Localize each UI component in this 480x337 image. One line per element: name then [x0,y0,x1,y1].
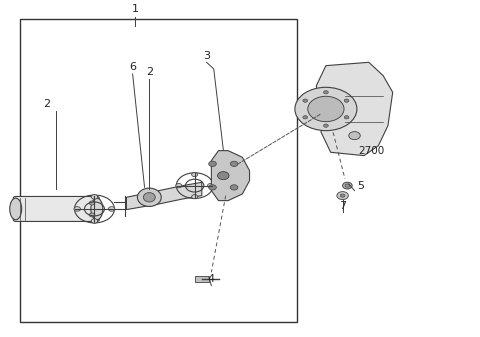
Circle shape [108,207,115,211]
Polygon shape [316,62,393,156]
Circle shape [192,194,198,199]
Circle shape [337,192,348,200]
Circle shape [308,96,344,122]
Ellipse shape [345,184,350,187]
Circle shape [74,207,81,211]
Ellipse shape [144,193,156,202]
Circle shape [340,194,345,197]
Circle shape [91,195,98,199]
Circle shape [91,219,98,223]
Circle shape [217,172,229,180]
Circle shape [324,91,328,94]
Text: 4: 4 [208,274,215,284]
Text: 2700: 2700 [359,146,384,156]
Circle shape [230,161,238,166]
Circle shape [89,213,95,217]
Ellipse shape [10,198,22,220]
Circle shape [303,99,308,102]
Circle shape [192,173,198,177]
Circle shape [207,184,214,188]
Circle shape [209,185,216,190]
Circle shape [209,161,216,166]
Ellipse shape [91,198,103,220]
Circle shape [344,99,349,102]
Text: 7: 7 [339,201,346,211]
Circle shape [230,185,238,190]
Circle shape [303,116,308,119]
Polygon shape [126,182,202,210]
Text: 2: 2 [146,67,153,77]
Circle shape [89,201,95,205]
Polygon shape [211,151,250,201]
Text: 1: 1 [132,4,139,14]
Circle shape [349,132,360,140]
Text: 2: 2 [43,99,50,109]
Circle shape [176,184,182,188]
Ellipse shape [343,182,352,189]
Circle shape [344,116,349,119]
Text: 3: 3 [203,51,210,61]
Text: 6: 6 [129,62,136,72]
Circle shape [295,87,357,131]
FancyBboxPatch shape [13,196,99,221]
Circle shape [324,124,328,127]
Ellipse shape [137,188,161,207]
Polygon shape [195,276,209,282]
Text: 5: 5 [357,181,364,191]
